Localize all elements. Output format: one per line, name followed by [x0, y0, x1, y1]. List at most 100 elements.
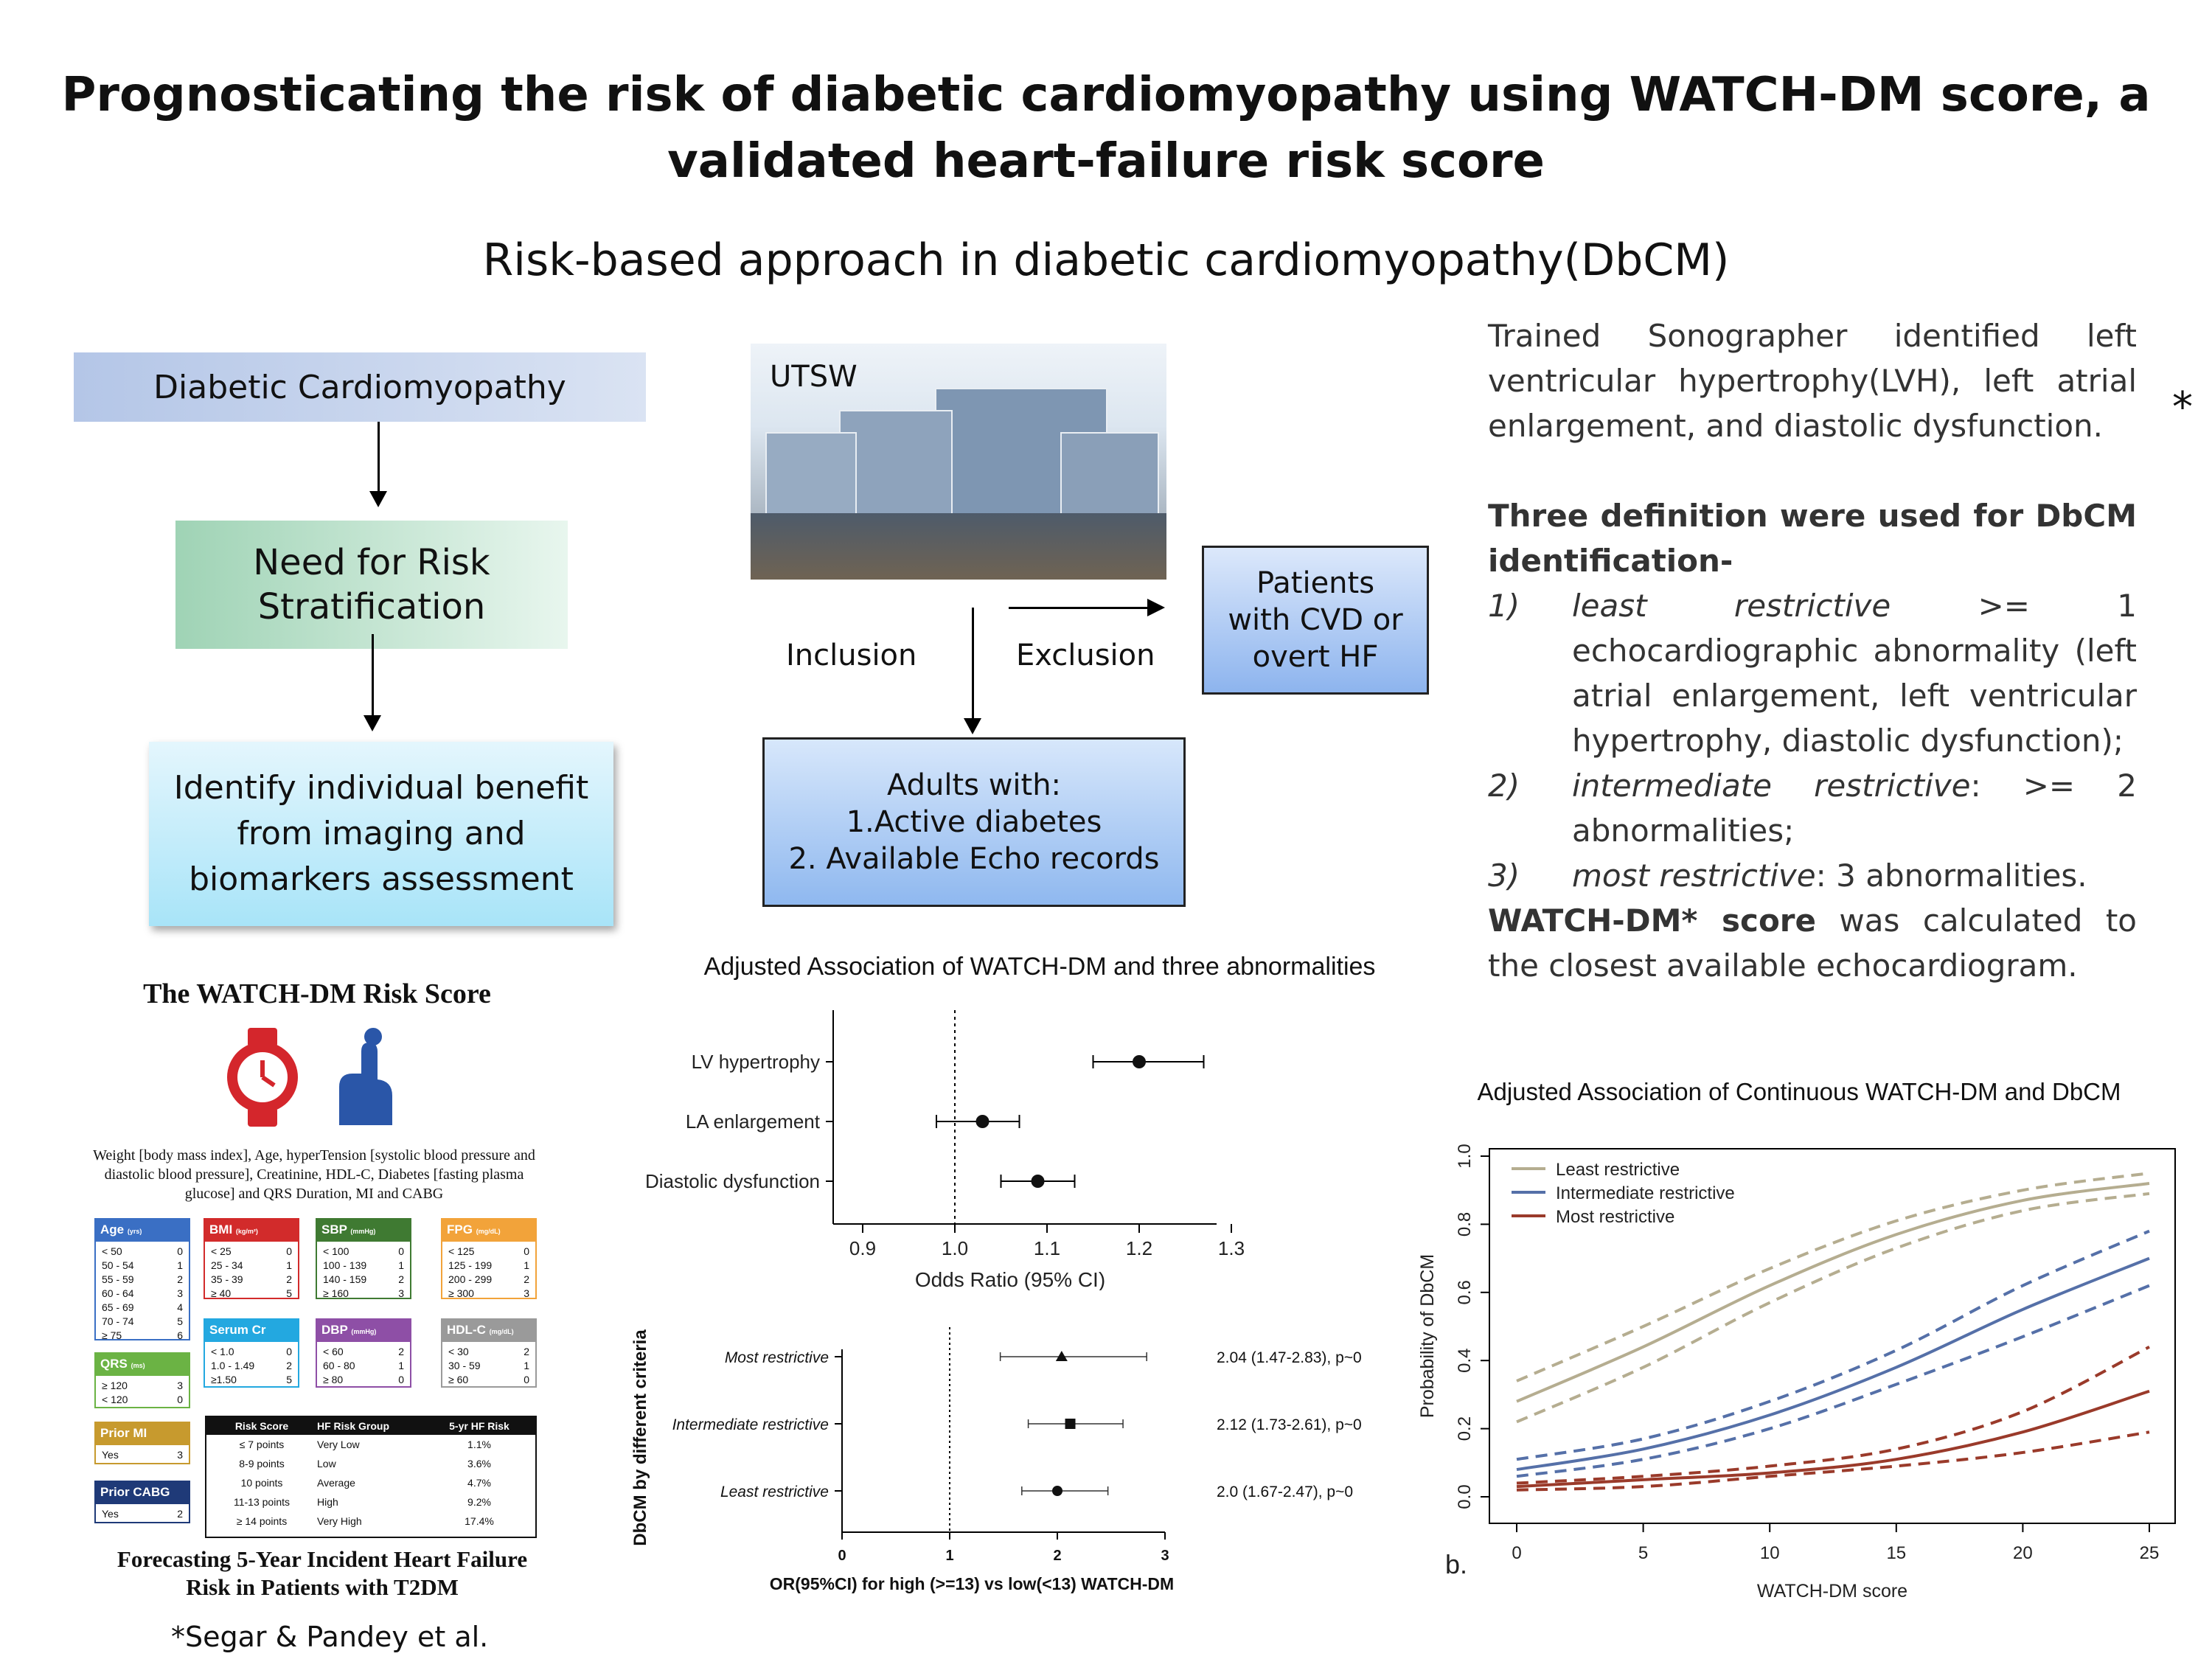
legend-label: Most restrictive [1556, 1207, 1674, 1227]
card-hdl-c: HDL-C (mg/dL) < 30 2 30 - 59 1 ≥ 60 0 [441, 1318, 537, 1388]
x-tick-label: 2 [1053, 1548, 1061, 1564]
flow-middle-line: Need for Risk [253, 542, 490, 583]
probability-curve-chart: Adjusted Association of Continuous WATCH… [1417, 1078, 2176, 1601]
asterisk-mark: * [2172, 383, 2193, 431]
score-rest: was calculated to the closest available … [1488, 902, 2137, 984]
flow-middle-line: Stratification [257, 586, 486, 627]
risk-table: Risk Score HF Risk Group 5-yr HF Risk ≤ 7 … [205, 1416, 537, 1538]
x-axis-label: Odds Ratio (95% CI) [915, 1268, 1105, 1290]
watch-hand-icons [227, 1028, 392, 1127]
flow-risk-stratification: Need for Risk Stratification [175, 521, 568, 649]
x-tick-label: 25 [2140, 1543, 2160, 1563]
point-estimate [1031, 1175, 1045, 1188]
x-tick-label: 10 [1760, 1543, 1780, 1563]
category-label: Intermediate restrictive [672, 1416, 829, 1433]
y-tick-label: 0.4 [1455, 1349, 1475, 1373]
x-tick-label: 1 [945, 1548, 953, 1564]
y-tick-label: 0.6 [1455, 1280, 1475, 1304]
flow-identify-benefit: Identify individual benefit from imaging … [149, 742, 613, 926]
included-line: 2. Available Echo records [788, 842, 1160, 876]
x-axis-label: OR(95%CI) for high (>=13) vs low(<13) WA… [770, 1574, 1174, 1593]
category-label: LV hypertrophy [692, 1051, 820, 1073]
y-tick-label: 0.8 [1455, 1212, 1475, 1237]
cohort-arrow-down [972, 608, 974, 721]
risk-table-row: 8-9 points Low 3.6% [239, 1458, 491, 1470]
x-tick-label: 5 [1638, 1543, 1648, 1563]
card-prior-cabg: Prior CABG Yes 2 [94, 1481, 190, 1523]
chart-title: Adjusted Association of Continuous WATCH… [1477, 1078, 2121, 1105]
card-header: SBP (mmHg) [317, 1220, 410, 1242]
series-line [1516, 1181, 2150, 1403]
definition-number: 1) [1488, 588, 1520, 624]
x-tick-label: 1.3 [1218, 1237, 1245, 1259]
card-header: FPG (mg/dL) [442, 1220, 535, 1242]
excluded-line: overt HF [1252, 640, 1379, 674]
card-header: Prior CABG [96, 1482, 189, 1504]
x-tick-label: 0.9 [849, 1237, 876, 1259]
card-serum-cr: Serum Cr (mg/dL) < 1.0 0 1.0 - 1.49 2 ≥1.5… [204, 1318, 299, 1388]
x-tick-label: 1.2 [1126, 1237, 1152, 1259]
card-header: Serum Cr (mg/dL) [205, 1320, 298, 1350]
definition-term: intermediate restrictive [1572, 768, 1971, 804]
methods-text: Trained Sonographer identified left vent… [1488, 313, 2137, 988]
definitions-list: 1) least restrictive >= 1 echocardiograph… [1488, 583, 2137, 898]
x-tick-label: 20 [2013, 1543, 2033, 1563]
x-tick-label: 3 [1161, 1548, 1169, 1564]
ci-upper-line [1516, 1229, 2150, 1461]
category-label: Most restrictive [725, 1349, 829, 1366]
x-axis-label: WATCH-DM score [1757, 1581, 1907, 1601]
series-line [1516, 1256, 2150, 1472]
definition-rest: >= 1 echocardiographic abnormality (left… [1572, 588, 2138, 759]
definition-term: least restrictive [1572, 588, 1891, 624]
point-estimate [1133, 1055, 1146, 1068]
excluded-patients-box: Patients with CVD or overt HF [1202, 546, 1429, 695]
x-tick-label: 0 [1512, 1543, 1521, 1563]
x-tick-label: 1.0 [942, 1237, 968, 1259]
definition-item: 3) most restrictive: 3 abnormalities. [1488, 853, 2137, 898]
definition-item: 1) least restrictive >= 1 echocardiograph… [1488, 583, 2137, 763]
point-estimate [1065, 1419, 1076, 1429]
series-line [1516, 1389, 2150, 1489]
definitions-heading: Three definition were used for DbCM iden… [1488, 498, 2137, 579]
flow-diabetic-cardiomyopathy: Diabetic Cardiomyopathy [74, 352, 646, 422]
estimate-label: 2.04 (1.47-2.83), p~0 [1217, 1349, 1362, 1366]
excluded-line: with CVD or [1228, 603, 1403, 637]
ci-upper-line [1516, 1345, 2150, 1485]
card-sbp: SBP (mmHg) < 100 0 100 - 139 1 140 - 159 2 … [316, 1218, 411, 1299]
forest-plot-dbcm: 0 1 2 3 OR(95%CI) for high (>=13) vs low(<13… [630, 1327, 1362, 1593]
watch-icon [227, 1028, 298, 1127]
point-estimate [1055, 1351, 1068, 1361]
card-age: Age (yrs) < 50 0 50 - 54 1 55 - 59 2 60 - 6… [94, 1218, 190, 1341]
card-header: HDL-C (mg/dL) [442, 1320, 535, 1342]
exclusion-arrow [1009, 607, 1150, 609]
included-line: Adults with: [886, 768, 1062, 802]
y-tick-label: 0.2 [1455, 1416, 1475, 1441]
definition-number: 2) [1488, 768, 1520, 804]
definition-number: 3) [1488, 858, 1520, 894]
score-bold: WATCH-DM* score [1488, 902, 1817, 939]
cohort-arrow-head [964, 718, 981, 734]
title-line-1: Prognosticating the risk of diabetic car… [61, 68, 2151, 122]
inclusion-label: Inclusion [786, 639, 917, 672]
y-axis-label: DbCM by different criteria [630, 1329, 650, 1546]
card-header: BMI (kg/m²) [205, 1220, 298, 1242]
plot-frame [1489, 1148, 2176, 1524]
exclusion-arrow-head [1147, 599, 1165, 616]
poster-subtitle: Risk-based approach in diabetic cardiomy… [482, 234, 1730, 286]
risk-table-row: 11-13 points High 9.2% [233, 1496, 491, 1508]
watch-dm-title: The WATCH-DM Risk Score [143, 978, 491, 1009]
estimate-label: 2.0 (1.67-2.47), p~0 [1217, 1484, 1353, 1500]
finger-prick-icon [339, 1028, 392, 1125]
flow-arrow-2 [364, 634, 381, 731]
risk-table-header: Risk Score HF Risk Group 5-yr HF Risk [206, 1417, 535, 1435]
chart-title: Adjusted Association of WATCH-DM and thr… [704, 953, 1376, 981]
y-axis-label: Probability of DbCM [1417, 1254, 1438, 1418]
estimate-label: 2.12 (1.73-2.61), p~0 [1217, 1416, 1362, 1433]
included-adults-box: Adults with: 1.Active diabetes 2. Availabl… [762, 737, 1186, 907]
poster-title: Prognosticating the risk of diabetic car… [0, 62, 2212, 195]
legend-label: Least restrictive [1556, 1160, 1680, 1180]
category-label: LA enlargement [686, 1110, 821, 1133]
ci-lower-line [1516, 1192, 2150, 1424]
card-dbp: DBP (mmHg) < 60 2 60 - 80 1 ≥ 80 0 [316, 1318, 411, 1388]
risk-table-row: 10 points Average 4.7% [240, 1477, 491, 1489]
